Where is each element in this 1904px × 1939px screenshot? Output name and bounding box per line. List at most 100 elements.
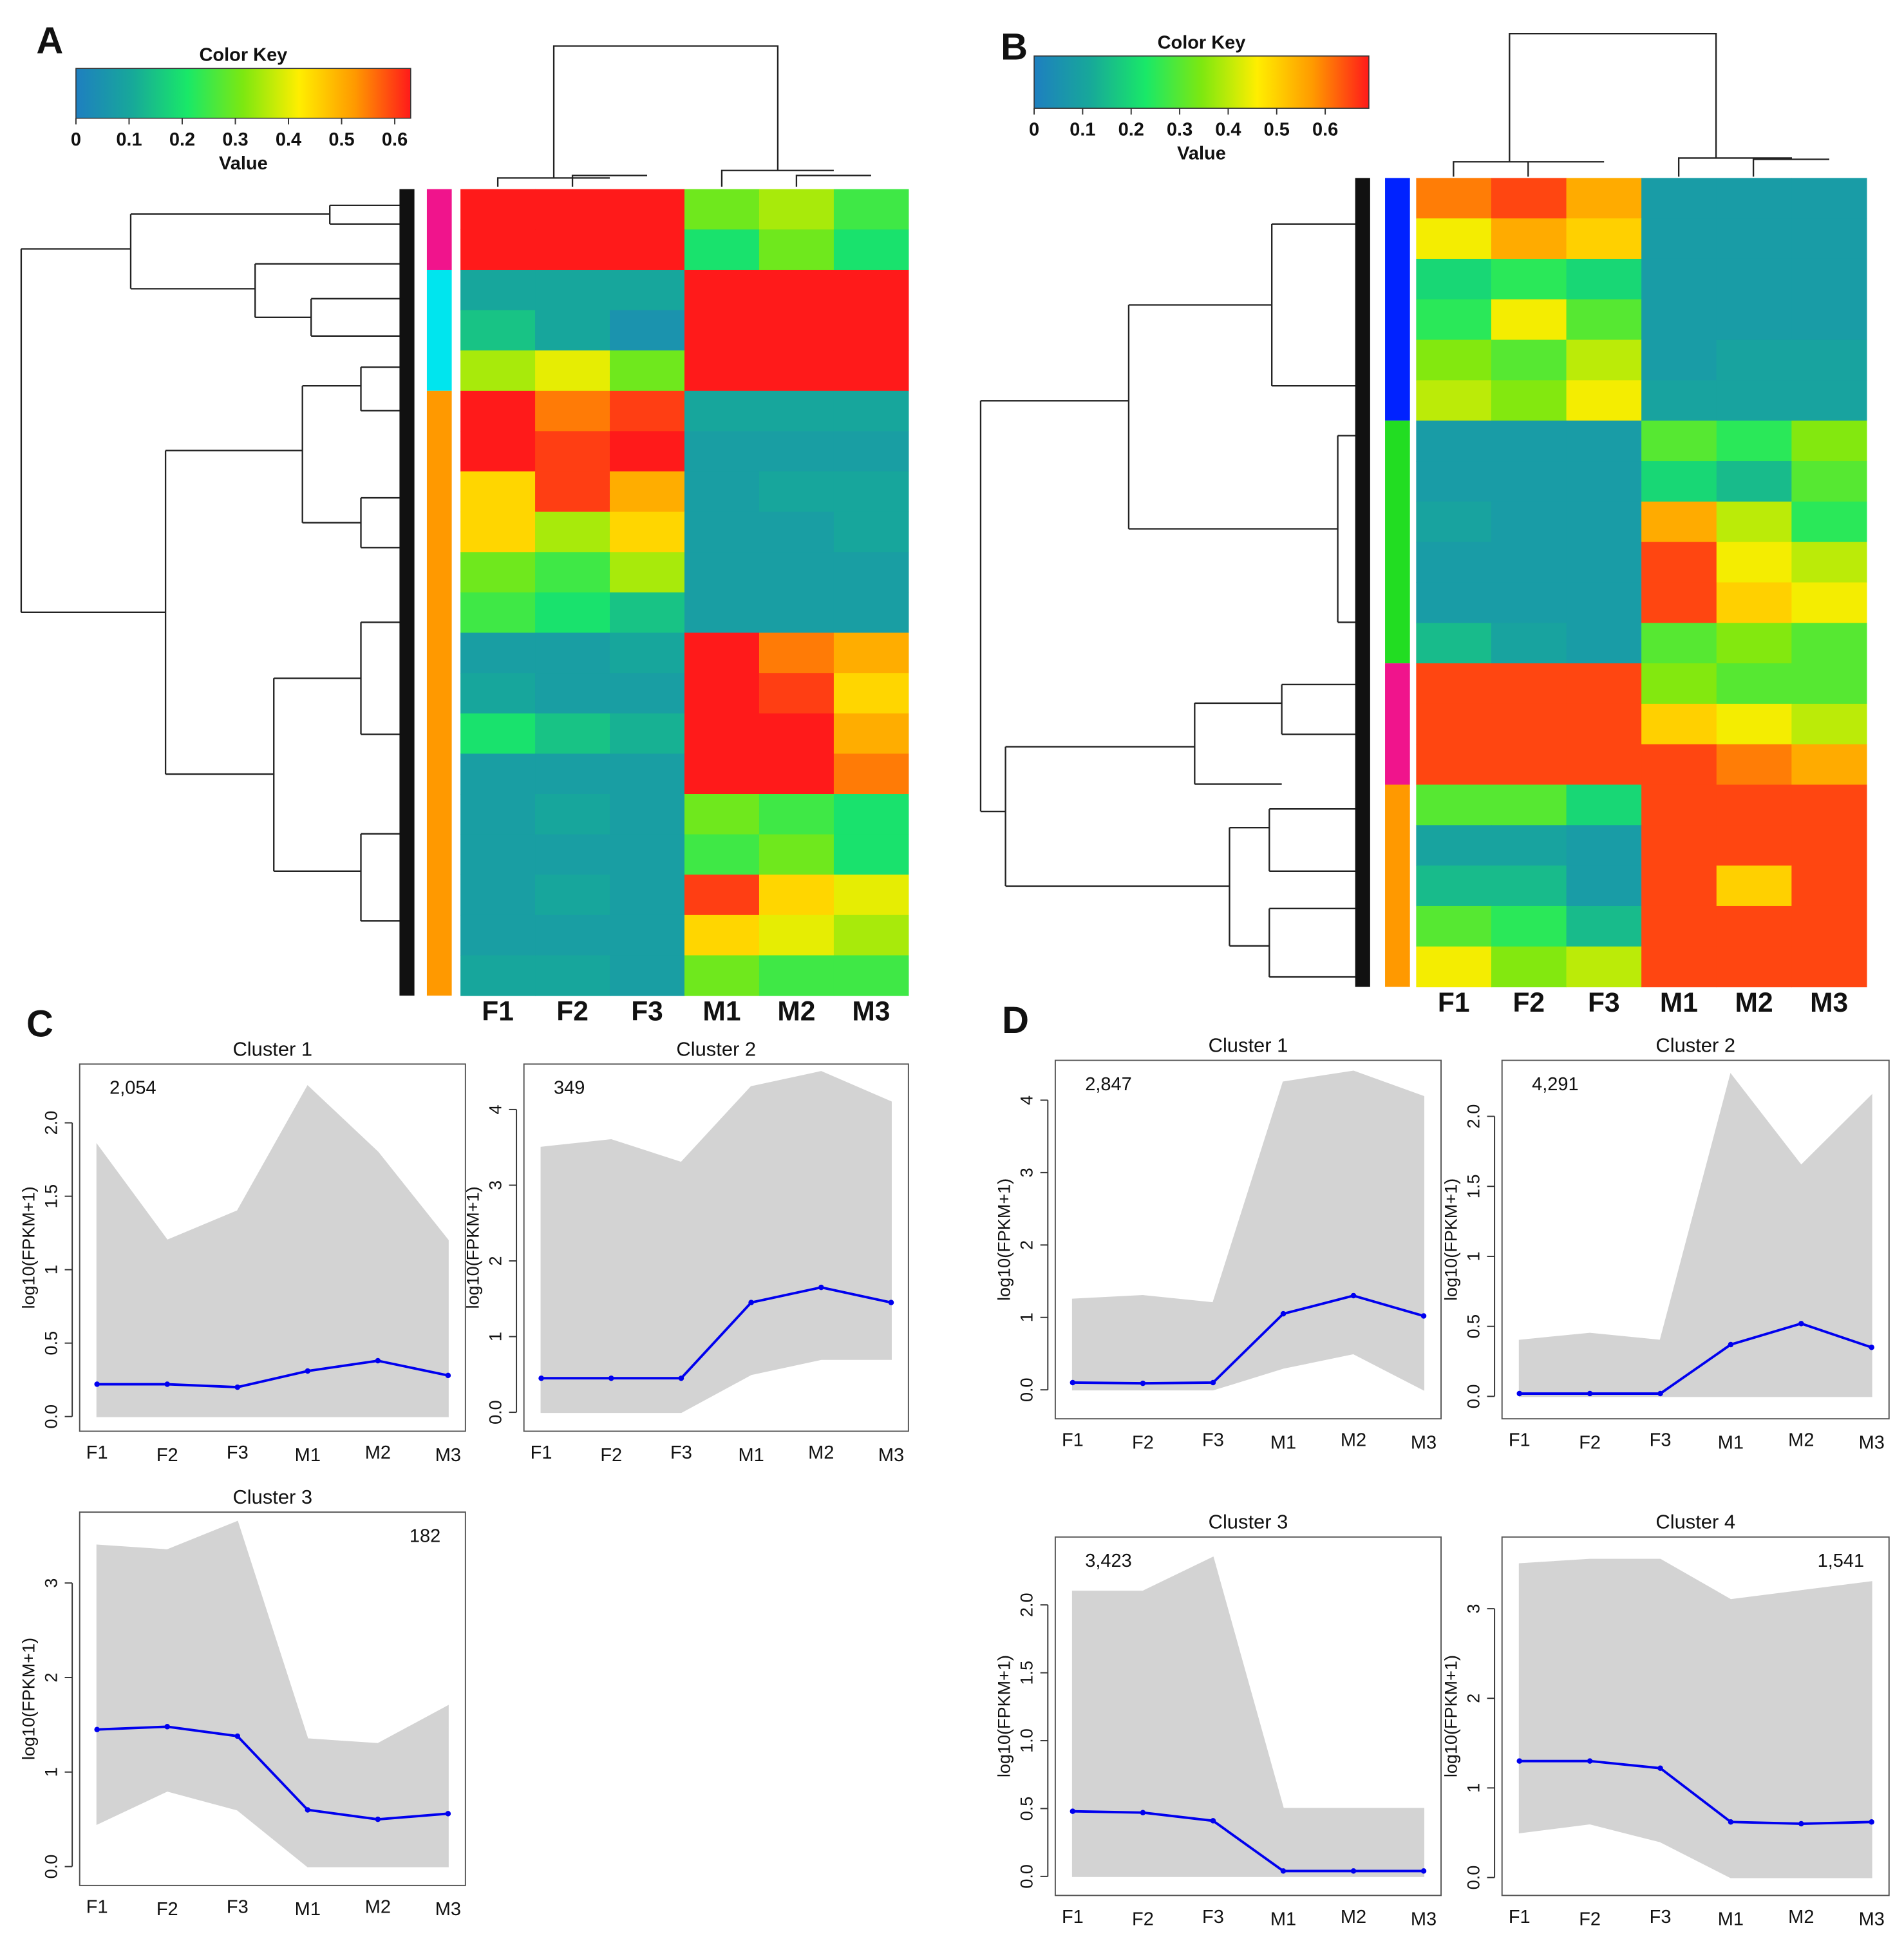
heatmap-cell bbox=[1566, 218, 1642, 260]
y-tick-label: 2.0 bbox=[1464, 1104, 1483, 1129]
heatmap-cell bbox=[759, 673, 834, 714]
heatmap-cell bbox=[1416, 744, 1492, 786]
heatmap-cell bbox=[610, 552, 685, 593]
heatmap-cell bbox=[1416, 542, 1492, 583]
y-axis-label: log10(FPKM+1) bbox=[1442, 1655, 1461, 1777]
x-tick-label: M2 bbox=[1341, 1907, 1366, 1927]
heatmap-cell bbox=[833, 390, 909, 432]
mean-line bbox=[541, 1286, 892, 1380]
heatmap-cell bbox=[1641, 501, 1717, 543]
x-tick-label: F1 bbox=[86, 1896, 108, 1917]
x-tick-label: F2 bbox=[1132, 1909, 1154, 1930]
heatmap-cell bbox=[759, 511, 834, 553]
heatmap-cell bbox=[1641, 784, 1717, 826]
x-tick-label: F1 bbox=[1509, 1907, 1531, 1927]
mean-point bbox=[445, 1372, 451, 1379]
heatmap-cell bbox=[759, 794, 834, 835]
y-axis-label: log10(FPKM+1) bbox=[19, 1186, 39, 1309]
x-tick-label: F1 bbox=[1062, 1907, 1084, 1927]
x-tick-label: M3 bbox=[878, 1445, 904, 1466]
mean-point bbox=[538, 1375, 544, 1381]
heatmap-cell bbox=[684, 269, 760, 311]
heatmap-cell bbox=[535, 592, 610, 634]
plot-frame bbox=[1501, 1059, 1890, 1420]
heatmap-cell bbox=[460, 794, 536, 835]
chart-title: Cluster 1 bbox=[1209, 1034, 1288, 1056]
heatmap-cell bbox=[1566, 421, 1642, 462]
x-tick-label: M2 bbox=[365, 1442, 391, 1463]
heatmap-cell bbox=[833, 753, 909, 795]
heatmap-cell bbox=[833, 310, 909, 351]
y-tick-label: 3 bbox=[1017, 1168, 1037, 1177]
panel-label: A bbox=[36, 21, 63, 62]
heatmap-cell bbox=[833, 592, 909, 634]
heatmap-cell bbox=[759, 310, 834, 351]
x-tick-label: F3 bbox=[1202, 1907, 1224, 1927]
column-label: M1 bbox=[702, 996, 740, 1026]
heatmap-cell bbox=[684, 350, 760, 392]
cluster-count: 182 bbox=[410, 1526, 440, 1546]
colorkey-label: Value bbox=[219, 153, 268, 174]
heatmap-cell bbox=[759, 955, 834, 996]
heatmap-cell bbox=[460, 632, 536, 674]
mean-point bbox=[1728, 1819, 1734, 1825]
y-tick-label: 2.0 bbox=[41, 1111, 61, 1135]
x-tick-label: F2 bbox=[600, 1445, 622, 1466]
y-axis-label: log10(FPKM+1) bbox=[464, 1186, 483, 1309]
heatmap-cell bbox=[1416, 663, 1492, 705]
heatmap-cell bbox=[535, 350, 610, 392]
heatmap-cell bbox=[1791, 663, 1867, 705]
heatmap-cell bbox=[1416, 421, 1492, 462]
heatmap-cell bbox=[1716, 421, 1792, 462]
heatmap-cell bbox=[460, 753, 536, 795]
heatmap-cell bbox=[460, 713, 536, 754]
heatmap-cell bbox=[1641, 218, 1717, 260]
mean-point bbox=[1657, 1390, 1663, 1397]
heatmap-cell bbox=[1491, 380, 1567, 421]
y-tick-label: 0.0 bbox=[41, 1405, 61, 1429]
heatmap-cell bbox=[759, 229, 834, 270]
heatmap-cell bbox=[1791, 218, 1867, 260]
mean-point bbox=[1798, 1821, 1804, 1827]
heatmap-cell bbox=[833, 875, 909, 916]
mean-point bbox=[1516, 1758, 1523, 1764]
heatmap-cell bbox=[460, 471, 536, 513]
colorkey-title: Color Key bbox=[1158, 32, 1246, 53]
heatmap-cell bbox=[1416, 946, 1492, 988]
heatmap-cell bbox=[759, 914, 834, 956]
heatmap-cell bbox=[759, 875, 834, 916]
colorkey-tick-label: 0.3 bbox=[222, 129, 248, 150]
colorkey-tick-label: 0.4 bbox=[276, 129, 301, 150]
heatmap-cell bbox=[684, 632, 760, 674]
heatmap-cell bbox=[610, 511, 685, 553]
heatmap-cell bbox=[460, 189, 536, 230]
plot-frame bbox=[79, 1511, 466, 1886]
heatmap-cell bbox=[1491, 582, 1567, 623]
heatmap-cell bbox=[1491, 825, 1567, 866]
panel-label: B bbox=[1001, 27, 1028, 68]
y-tick-label: 2 bbox=[485, 1256, 505, 1265]
mean-point bbox=[1657, 1765, 1663, 1772]
mean-point bbox=[1070, 1379, 1076, 1386]
heatmap-cell bbox=[684, 511, 760, 553]
heatmap-cell bbox=[610, 310, 685, 351]
heatmap-cell bbox=[1791, 299, 1867, 341]
heatmap-cell bbox=[1416, 501, 1492, 543]
heatmap-cell bbox=[1566, 582, 1642, 623]
heatmap-cell bbox=[833, 713, 909, 754]
heatmap-cell bbox=[1491, 218, 1567, 260]
y-tick-label: 0.5 bbox=[41, 1331, 61, 1356]
column-label: M2 bbox=[1735, 988, 1773, 1018]
heatmap-cell bbox=[1566, 744, 1642, 786]
x-tick-label: M3 bbox=[1411, 1432, 1437, 1453]
heatmap-cell bbox=[759, 471, 834, 513]
y-tick-label: 0.0 bbox=[41, 1855, 61, 1879]
heatmap-cell bbox=[1641, 825, 1717, 866]
heatmap-cell bbox=[1716, 865, 1792, 907]
heatmap-cell bbox=[610, 955, 685, 996]
panel-label: D bbox=[1002, 1000, 1029, 1041]
x-tick-label: M2 bbox=[1788, 1907, 1814, 1927]
heatmap-cell bbox=[535, 834, 610, 875]
column-label: F3 bbox=[1588, 988, 1620, 1018]
